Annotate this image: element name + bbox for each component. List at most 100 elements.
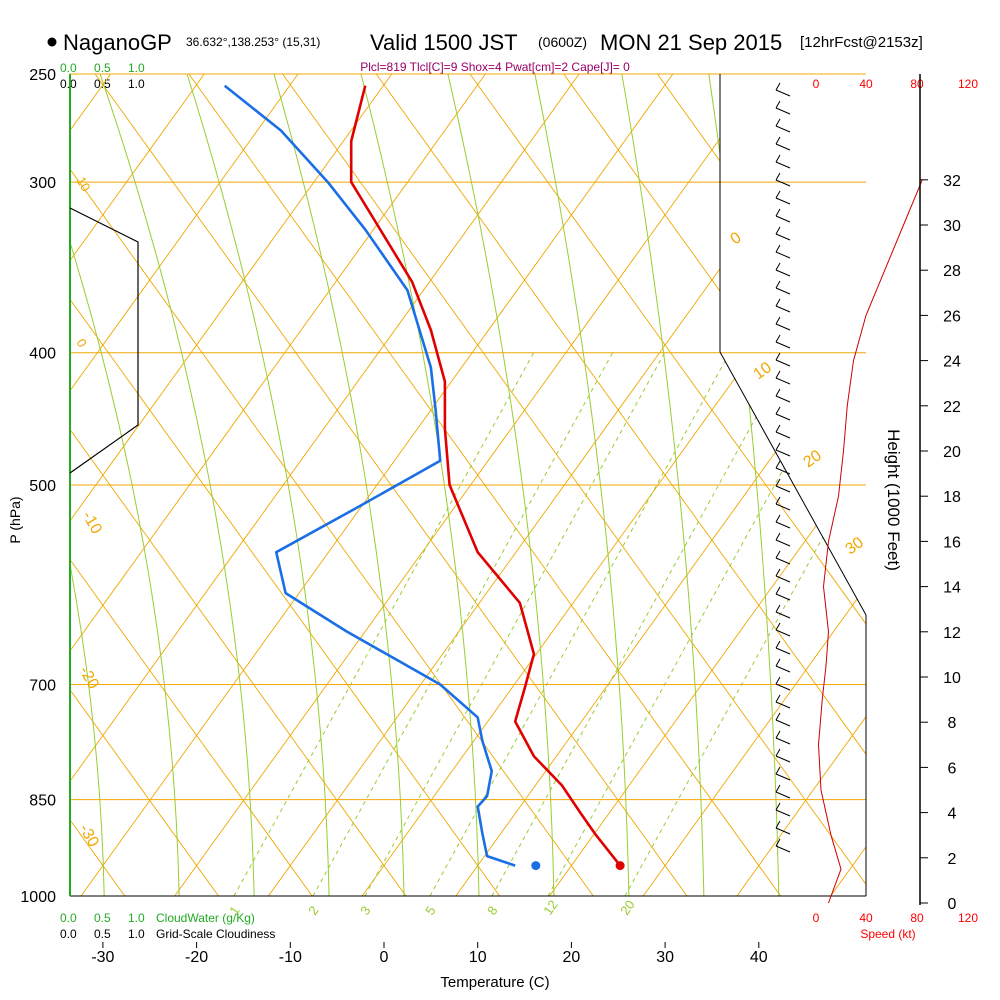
wind-barb-flag <box>775 154 781 163</box>
wind-barb-flag <box>775 748 781 757</box>
wind-barb-flag <box>775 478 781 487</box>
height-tick-label: 30 <box>943 218 961 235</box>
wind-barb <box>775 611 791 619</box>
moist-adiabat-line <box>186 74 330 896</box>
wind-barb <box>775 503 791 511</box>
height-tick-label: 6 <box>948 760 957 777</box>
wind-barb-flag <box>775 658 781 667</box>
wind-barb-flag <box>775 280 781 289</box>
wind-barb-flag <box>775 532 781 541</box>
dewpoint-line <box>223 84 516 867</box>
wind-barb-flag <box>775 100 781 109</box>
wind-barb <box>775 665 791 673</box>
x-tick-label: 40 <box>750 949 768 966</box>
wind-barb-flag <box>775 190 781 199</box>
x-tick-label: 0 <box>380 949 389 966</box>
wind-barb-flag <box>775 226 781 235</box>
wind-barb-flag <box>775 316 781 325</box>
x-tick-label: 20 <box>563 949 581 966</box>
wind-barb-flag <box>775 838 781 847</box>
wind-barb <box>775 431 791 439</box>
wind-barb <box>775 107 791 115</box>
station-dot-icon <box>47 37 57 47</box>
x-tick-label: -10 <box>279 949 302 966</box>
wind-barb <box>775 467 791 475</box>
height-tick-label: 14 <box>943 580 961 597</box>
top-cl-0: 0.0 <box>60 77 77 91</box>
mixing-ratio-label: 20 <box>617 897 638 917</box>
wind-scale-bottom: 120 <box>958 911 978 925</box>
y-axis-label: P (hPa) <box>7 496 23 543</box>
isotherm-line <box>642 74 866 896</box>
wind-barb <box>775 575 791 583</box>
station-name: NaganoGP <box>63 30 172 55</box>
wind-barb <box>775 413 791 421</box>
x-tick-label: 30 <box>656 949 674 966</box>
dry-adiabat-line <box>70 74 313 896</box>
height-axis-label: Height (1000 Feet) <box>884 429 903 571</box>
bot-cw-0: 0.0 <box>60 911 77 925</box>
wind-barb-flag <box>775 82 781 91</box>
wind-barb-flag <box>775 622 781 631</box>
x-tick-label: 10 <box>469 949 487 966</box>
wind-barb-flag <box>775 352 781 361</box>
height-tick-label: 12 <box>943 625 961 642</box>
wind-barb <box>775 233 791 241</box>
wind-barb-flag <box>775 712 781 721</box>
wind-barb-flag <box>775 568 781 577</box>
wind-barb <box>775 359 791 367</box>
wind-barb <box>775 755 791 763</box>
wind-barb-flag <box>775 694 781 703</box>
cloud-water-label: CloudWater (g/Kg) <box>156 911 255 925</box>
wind-barb-flag <box>775 118 781 127</box>
pressure-tick-label: 850 <box>29 793 56 810</box>
wind-barb-flag <box>775 298 781 307</box>
wind-barb <box>775 89 791 97</box>
wind-scale-top: 120 <box>958 77 978 91</box>
wind-barb-flag <box>775 766 781 775</box>
wind-barb <box>775 143 791 151</box>
wind-barb-flag <box>775 208 781 217</box>
wind-barb <box>775 395 791 403</box>
cloudiness-profile <box>69 207 139 474</box>
wind-barb-flag <box>775 262 781 271</box>
height-tick-label: 0 <box>948 896 957 913</box>
valid-time: Valid 1500 JST <box>370 30 518 55</box>
wind-barb-flag <box>775 784 781 793</box>
sounding-profiles <box>223 84 622 867</box>
bot-cw-2: 1.0 <box>128 911 145 925</box>
wind-barb <box>775 719 791 727</box>
isotherm-line <box>736 74 866 896</box>
isotherm-label: 10 <box>73 174 93 194</box>
wind-scale-top: 0 <box>813 77 820 91</box>
bottom-cloud-scale: 0.0 0.5 1.0 CloudWater (g/Kg) 0.0 0.5 1.… <box>60 911 275 941</box>
wind-barb-flag <box>775 244 781 253</box>
pressure-tick-label: 300 <box>29 175 56 192</box>
wind-scale-top: 80 <box>910 77 924 91</box>
wind-barb-flag <box>775 136 781 145</box>
wind-barb <box>775 593 791 601</box>
dry-adiabat-line <box>70 74 219 896</box>
wind-barb <box>775 773 791 781</box>
moist-adiabat-line <box>360 74 480 896</box>
wind-barb <box>775 179 791 187</box>
wind-barb <box>775 557 791 565</box>
x-axis-label: Temperature (C) <box>440 974 549 991</box>
wind-barb <box>775 809 791 817</box>
bot-cl-0: 0.0 <box>60 927 77 941</box>
wind-barb <box>775 215 791 223</box>
temperature-line <box>349 85 622 867</box>
top-cw-0: 0.0 <box>60 61 77 75</box>
height-tick-label: 26 <box>943 308 961 325</box>
wind-barb <box>775 125 791 133</box>
wind-barb <box>775 161 791 169</box>
height-tick-label: 2 <box>948 851 957 868</box>
top-cw-2: 1.0 <box>128 61 145 75</box>
wind-barb <box>775 341 791 349</box>
isotherm-line <box>70 74 299 896</box>
forecast-info: [12hrFcst@2153z] <box>800 34 923 51</box>
moist-adiabat-line <box>621 74 705 896</box>
